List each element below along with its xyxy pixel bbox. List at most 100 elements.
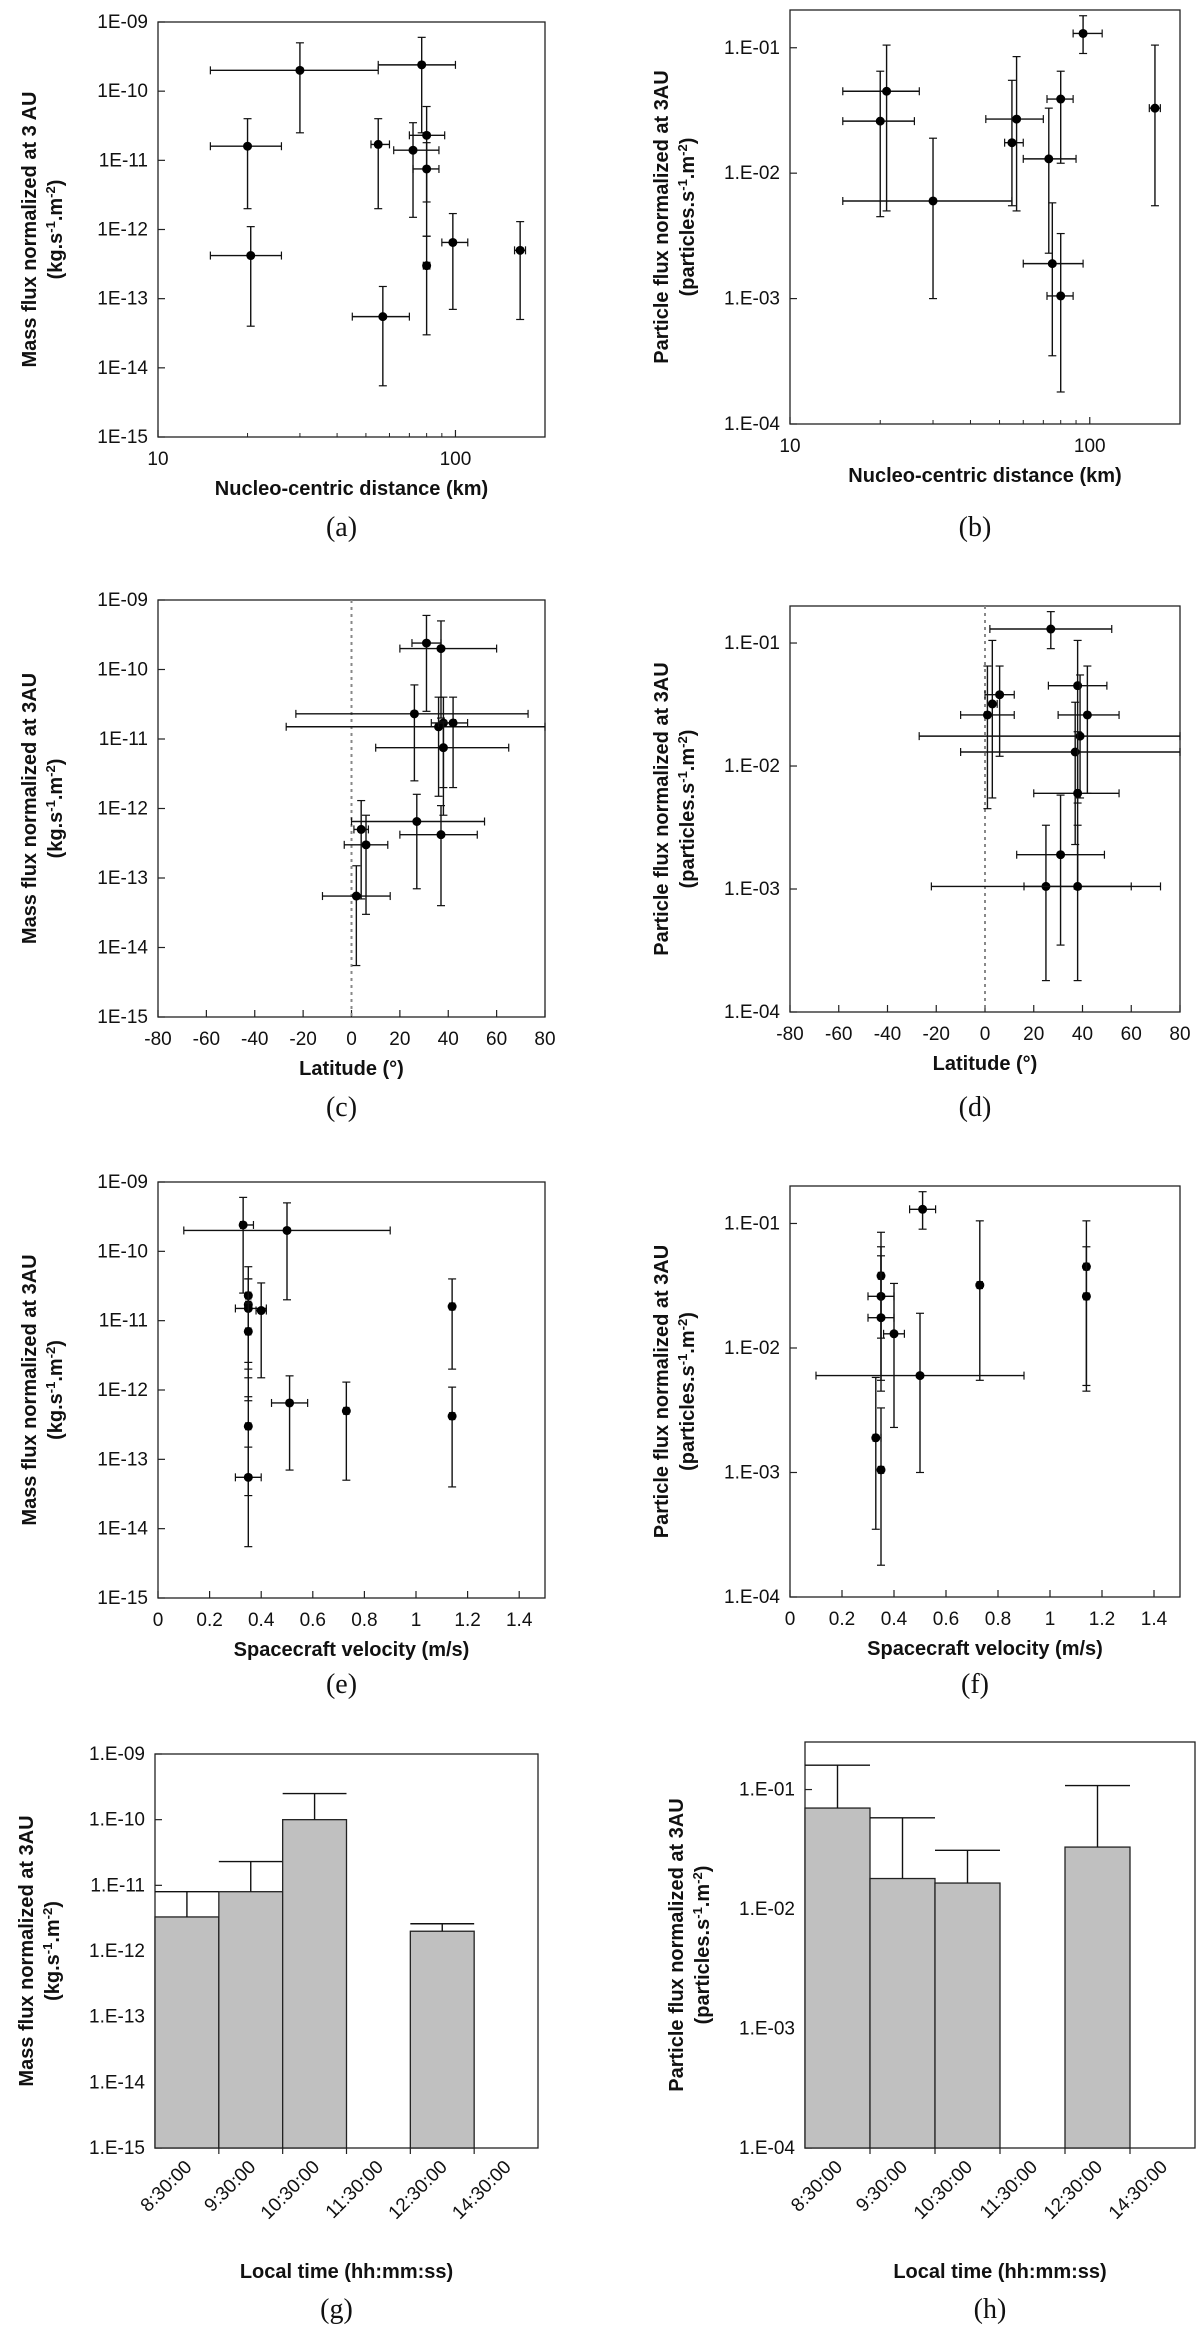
x-tick-label: 0.2 (829, 1609, 855, 1630)
y-tick-label: 1.E-02 (739, 1899, 795, 1920)
data-point (1016, 794, 1106, 946)
x-tick-label: -80 (776, 1024, 803, 1045)
data-point (908, 1191, 937, 1230)
point-marker (1075, 731, 1085, 741)
data-point (984, 665, 1015, 757)
y-tick-label: 1.E-03 (724, 879, 780, 900)
point-marker (1150, 103, 1160, 113)
x-tick-label: 0 (785, 1609, 796, 1630)
point-marker (928, 196, 938, 206)
x-tick-label: 0.6 (933, 1609, 959, 1630)
y-tick-label: 1E-10 (97, 660, 148, 681)
y-axis-label: (kg.s-1.m-2) (43, 180, 68, 280)
x-tick-label: 0.4 (248, 1610, 275, 1631)
y-axis-label: Particle flux normalized at 3AU (651, 1245, 673, 1538)
data-point (930, 824, 1162, 982)
y-tick-label: 1E-15 (97, 427, 148, 448)
y-tick-label: 1.E-04 (724, 1587, 780, 1608)
point-marker (238, 1220, 248, 1230)
chart-g: 1.E-15 1.E-14 1.E-13 1.E-12 1.E-11 1.E-10 1.E-… (16, 1744, 539, 2325)
data-point (209, 226, 283, 327)
point-marker (982, 710, 992, 720)
chart-b: 1.E-04 1.E-03 1.E-02 1.E-01 Particle flux no… (651, 9, 1181, 543)
data-point (918, 674, 1181, 799)
point-marker (1056, 291, 1066, 301)
x-tick-label: -40 (874, 1024, 901, 1045)
y-tick-label: 1E-09 (97, 1172, 148, 1193)
y-tick-label: 1.E-04 (739, 2138, 795, 2159)
point-marker (421, 638, 431, 648)
y-tick-label: 1.E-10 (89, 1810, 145, 1831)
point-marker (871, 1433, 881, 1443)
x-axis-label: Spacecraft velocity (m/s) (234, 1639, 470, 1661)
data-point (270, 1375, 309, 1471)
y-tick-label: 1.E-09 (89, 1744, 145, 1765)
data-point (1046, 232, 1074, 393)
point-marker (412, 817, 422, 827)
y-tick-label: 1E-12 (97, 1380, 148, 1401)
y-tick-label: 1E-13 (97, 868, 148, 889)
point-marker (436, 644, 446, 654)
point-marker (889, 1329, 899, 1339)
x-tick-label: -20 (289, 1029, 316, 1050)
data-point (350, 793, 486, 890)
point-marker (285, 1398, 295, 1408)
data-point (876, 1407, 886, 1566)
point-marker (373, 139, 383, 149)
data-point (1022, 107, 1077, 254)
data-point (343, 814, 389, 915)
y-tick-label: 1E-13 (97, 1449, 148, 1470)
y-axis-label: Particle flux normalized at 3AU (651, 70, 673, 363)
y-tick-label: 1.E-02 (724, 1338, 780, 1359)
point-marker (282, 1225, 292, 1235)
chart-h: 1.E-04 1.E-03 1.E-02 1.E-01 Particle flux no… (666, 1741, 1196, 2325)
point-marker (875, 116, 885, 126)
x-tick-label: 14:30:00 (448, 2157, 515, 2224)
data-point (447, 1278, 457, 1370)
y-axis-label: Mass flux normalized at 3 AU (19, 92, 41, 368)
data-point (815, 1312, 1025, 1474)
point-marker (1056, 850, 1066, 860)
x-axis-label: Nucleo-centric distance (km) (215, 478, 488, 500)
data-point (422, 235, 432, 336)
plot-frame (157, 599, 546, 1018)
x-tick-label: 0 (346, 1029, 357, 1050)
x-tick-label: 10 (779, 436, 800, 457)
data-point (1023, 824, 1132, 982)
x-tick-label: 0.4 (881, 1609, 908, 1630)
x-tick-label: 9:30:00 (852, 2157, 912, 2217)
point-marker (243, 1472, 253, 1482)
x-tick-label: 20 (389, 1029, 410, 1050)
point-marker (378, 312, 388, 322)
y-tick-label: 1.E-04 (724, 1002, 780, 1023)
x-tick-label: 11:30:00 (976, 2157, 1042, 2223)
y-axis-label: Mass flux normalized at 3AU (19, 1254, 41, 1525)
y-tick-label: 1E-14 (97, 938, 148, 959)
point-marker (351, 891, 361, 901)
y-tick-label: 1E-12 (97, 220, 148, 241)
y-tick-label: 1.E-12 (89, 1941, 145, 1962)
data-point (1072, 15, 1103, 55)
point-marker (422, 164, 432, 174)
point-marker (356, 824, 366, 834)
point-marker (1012, 114, 1022, 124)
data-point (183, 1202, 391, 1301)
x-tick-label: -40 (241, 1029, 268, 1050)
x-tick-label: 1.4 (1141, 1609, 1168, 1630)
point-marker (438, 743, 448, 753)
point-marker (422, 130, 432, 140)
point-marker (1078, 28, 1088, 38)
y-tick-label: 1.E-01 (724, 633, 780, 654)
x-tick-label: 0.6 (300, 1610, 326, 1631)
point-marker (1070, 747, 1080, 757)
x-tick-label: 1.2 (454, 1610, 480, 1631)
y-axis-label: (particles.s-1.m-2) (675, 138, 700, 297)
x-tick-label: 1.2 (1089, 1609, 1115, 1630)
point-marker (995, 690, 1005, 700)
y-tick-label: 1E-11 (99, 150, 148, 171)
point-marker (246, 251, 256, 261)
x-tick-label: 1 (411, 1610, 422, 1631)
plot-frame (789, 9, 1181, 425)
x-tick-label: 60 (1121, 1024, 1142, 1045)
data-point (243, 1302, 253, 1402)
